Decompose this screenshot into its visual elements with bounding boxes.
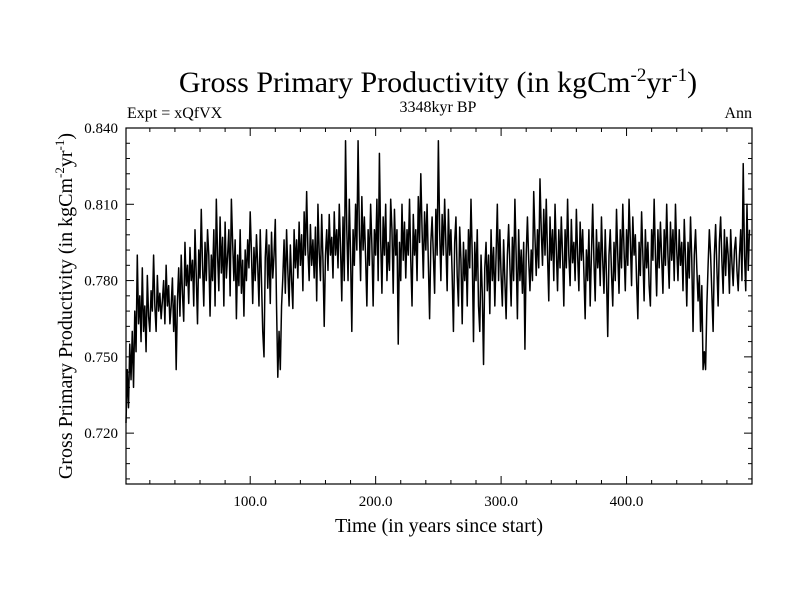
x-tick-label: 300.0	[484, 494, 518, 510]
y-axis: 0.720 0.750 0.780 0.810 0.840	[84, 121, 752, 480]
period-label: 3348kyr BP	[400, 99, 477, 116]
y-tick-label: 0.780	[84, 274, 118, 290]
y-tick-label: 0.750	[84, 350, 118, 366]
season-label: Ann	[724, 105, 752, 122]
x-tick-label: 200.0	[359, 494, 393, 510]
x-axis: 100.0 200.0 300.0 400.0	[149, 128, 753, 510]
y-tick-label: 0.840	[84, 121, 118, 137]
experiment-label: Expt = xQfVX	[127, 105, 223, 122]
y-tick-label: 0.810	[84, 197, 118, 213]
x-tick-label: 100.0	[233, 494, 267, 510]
y-tick-label: 0.720	[84, 426, 118, 442]
x-axis-label: Time (in years since start)	[335, 515, 543, 537]
plot-frame	[125, 127, 753, 485]
x-tick-label: 400.0	[610, 494, 644, 510]
gpp-series-line	[125, 139, 751, 423]
y-axis-label: Gross Primary Productivity (in kgCm-2yr-…	[52, 133, 77, 479]
chart-title: Gross Primary Productivity (in kgCm-2yr-…	[179, 65, 697, 99]
